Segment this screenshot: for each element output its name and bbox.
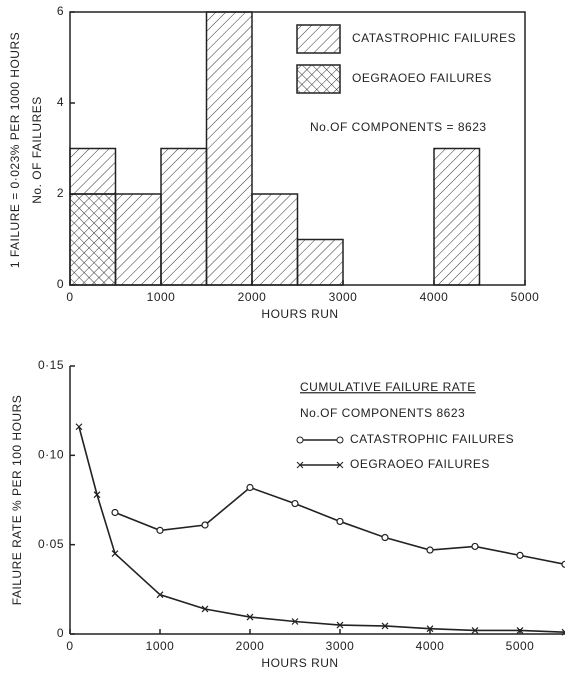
line-chart: FAILURE RATE % PER 100 HOURS HOURS RUN C… xyxy=(10,358,565,670)
histogram-chart: 1 FAILURE = 0·023% PER 1000 HOURS No. OF… xyxy=(8,4,539,321)
marker xyxy=(336,621,344,629)
marker xyxy=(246,613,254,621)
marker xyxy=(471,542,479,551)
histogram-bar xyxy=(160,147,208,286)
legend-marker xyxy=(296,436,304,444)
marker xyxy=(156,526,164,534)
marker xyxy=(381,622,389,630)
legend-label: CATASTROPHIC FAILURES xyxy=(350,432,514,446)
series-line xyxy=(114,486,565,566)
legend-label: OEGRAOEO FAILURES xyxy=(350,457,490,471)
histogram-bar xyxy=(69,147,117,195)
marker xyxy=(111,508,119,517)
histogram-bar xyxy=(69,193,117,286)
legend-label: OEGRAOEO FAILURES xyxy=(352,71,492,85)
marker xyxy=(336,517,344,526)
histogram-bar xyxy=(296,238,344,286)
marker xyxy=(516,551,524,559)
x-axis-label: HOURS RUN xyxy=(261,656,338,670)
x-tick-label: 2000 xyxy=(236,639,265,653)
y-tick-label: 0·10 xyxy=(38,448,64,462)
y-tick-label: 6 xyxy=(57,4,64,18)
x-tick-label: 1000 xyxy=(146,639,175,653)
y-axis-label: FAILURE RATE % PER 100 HOURS xyxy=(10,395,24,606)
histogram-bar xyxy=(433,147,481,286)
x-axis-label: HOURS RUN xyxy=(261,307,338,321)
marker xyxy=(381,533,389,542)
histogram-bar xyxy=(251,193,299,286)
marker xyxy=(426,625,434,633)
marker xyxy=(93,491,101,499)
x-tick-label: 5000 xyxy=(511,290,540,304)
y-axis-label: No. OF FAILURES xyxy=(30,96,44,204)
legend-label: CATASTROPHIC FAILURES xyxy=(352,31,516,45)
y-axis-note: 1 FAILURE = 0·023% PER 1000 HOURS xyxy=(8,32,22,268)
marker xyxy=(201,521,209,529)
y-tick-label: 0·05 xyxy=(38,537,64,551)
marker xyxy=(75,423,83,431)
marker xyxy=(111,550,119,558)
marker xyxy=(561,560,565,568)
x-tick-label: 2000 xyxy=(238,290,267,304)
chart-title: CUMULATIVE FAILURE RATE xyxy=(300,380,476,394)
y-tick-label: 4 xyxy=(57,95,64,109)
y-tick-label: 0 xyxy=(57,277,64,291)
x-tick-label: 5000 xyxy=(506,639,535,653)
marker xyxy=(246,483,254,492)
x-tick-label: 4000 xyxy=(416,639,445,653)
marker xyxy=(201,605,209,613)
y-tick-label: 2 xyxy=(57,186,64,200)
legend-marker xyxy=(336,461,344,469)
plot-frame xyxy=(69,11,526,286)
legend-swatch xyxy=(296,64,341,94)
marker xyxy=(291,499,299,508)
x-tick-label: 3000 xyxy=(326,639,355,653)
marker xyxy=(291,618,299,625)
series-line xyxy=(78,426,565,634)
x-tick-label: 4000 xyxy=(420,290,449,304)
legend-marker xyxy=(296,461,304,469)
x-tick-label: 0 xyxy=(66,639,73,653)
marker xyxy=(471,627,479,634)
histogram-bar xyxy=(205,11,253,286)
x-tick-label: 3000 xyxy=(329,290,358,304)
y-tick-label: 0 xyxy=(57,626,64,640)
histogram-bar xyxy=(114,193,162,286)
legend-marker xyxy=(336,436,344,444)
legend-swatch xyxy=(296,24,341,54)
annotation: No.OF COMPONENTS = 8623 xyxy=(310,120,487,134)
y-tick-label: 0·15 xyxy=(38,358,64,372)
annotation: No.OF COMPONENTS 8623 xyxy=(300,406,465,420)
x-tick-label: 0 xyxy=(66,290,73,304)
marker xyxy=(156,591,164,599)
marker xyxy=(426,546,434,554)
x-tick-label: 1000 xyxy=(147,290,176,304)
